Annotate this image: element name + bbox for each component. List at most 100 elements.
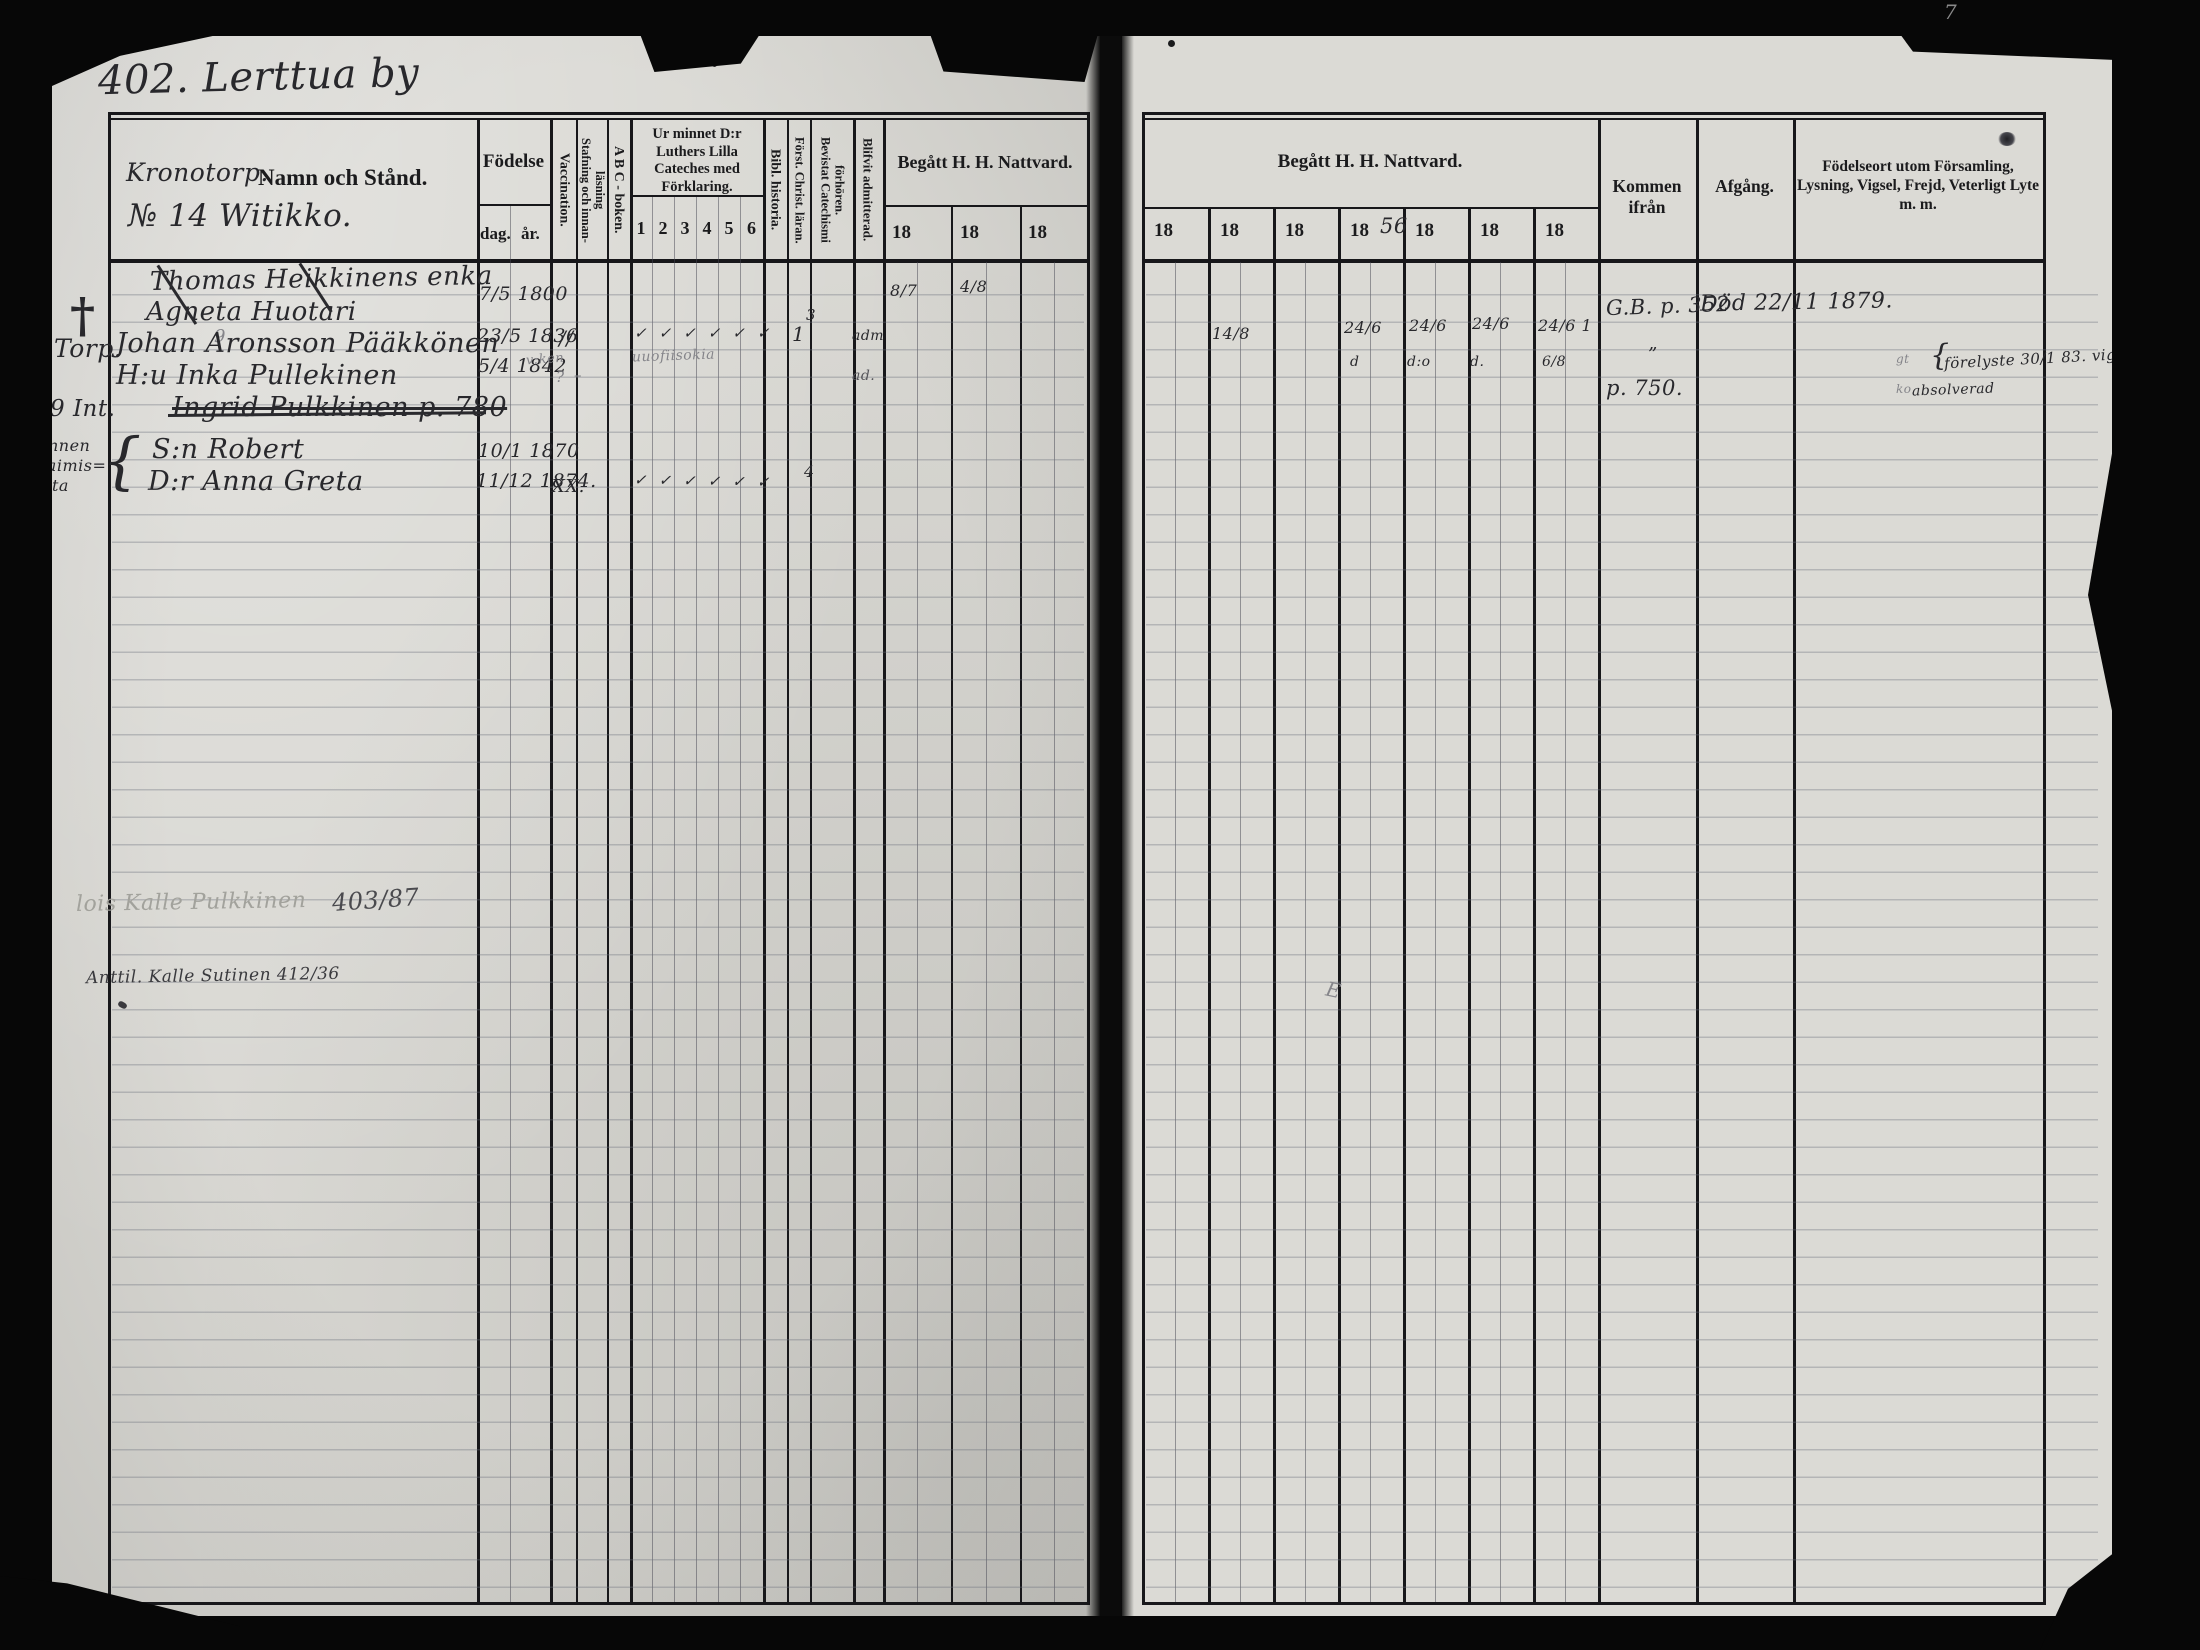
grid-line <box>1142 259 2046 263</box>
column-header-stafning: Stafning och innan-läsning <box>579 137 607 243</box>
farm-name: № 14 Witikko. <box>128 198 353 234</box>
grid-line <box>1533 207 1536 1602</box>
grid-line <box>477 204 550 206</box>
cat-col-5: 5 <box>724 218 734 238</box>
margin-torp: Torp. <box>54 334 123 363</box>
grid-line <box>883 120 886 1602</box>
scan-edge-left <box>0 0 52 1650</box>
page-title: 402. Lerttua by <box>97 49 420 105</box>
grid-line <box>1305 262 1306 1602</box>
column-header-dag: dag. <box>480 224 511 243</box>
grid-line <box>477 120 480 1602</box>
grid-line <box>1208 207 1211 1602</box>
grid-line <box>1370 262 1371 1602</box>
pencil-note-vaccination: v:ken <box>525 350 565 369</box>
grid-line <box>1020 206 1022 1602</box>
grid-line <box>696 196 697 1602</box>
nattvard-year-handwritten: 56 <box>1380 214 1408 238</box>
column-header-christ: Först. Christ. läran. <box>792 136 807 244</box>
forhor-mark-row2: 3 <box>806 306 817 324</box>
grid-line <box>787 120 789 1602</box>
communion-date: 24/6 <box>1472 314 1510 333</box>
absolution-note: absolverad <box>1911 380 1995 400</box>
grid-line <box>1598 120 1601 1602</box>
communion-date: 6/8 <box>1542 354 1567 370</box>
margin-ta: ta <box>52 476 69 495</box>
grid-line <box>853 120 856 1602</box>
scan-edge-top <box>0 0 2200 36</box>
cateches-marks-row7: ✓✓✓✓✓✓ <box>633 470 782 492</box>
communion-date: 24/6 1 <box>1538 316 1593 335</box>
vaccination-query-row4: ? <box>556 368 565 386</box>
column-header-fodelse: Födelse <box>482 151 545 172</box>
nattvard-year: 18 <box>1350 220 1369 241</box>
communion-date: 8/7 <box>890 281 918 300</box>
column-header-namn: Namn och Stånd. <box>258 165 428 190</box>
grid-line <box>1793 120 1796 1602</box>
grid-line <box>1175 262 1176 1602</box>
column-header-nattvard-right: Begått H. H. Nattvard. <box>1277 151 1463 172</box>
christ-laran-mark-row3: 1 <box>792 322 806 346</box>
grid-line <box>108 118 1090 120</box>
margin-pencil-9: 9 <box>214 326 226 347</box>
cat-col-1: 1 <box>636 218 646 238</box>
birth-date-row7: 11/12 1874. <box>476 470 597 492</box>
margin-brace: { <box>102 424 142 497</box>
person-name-row3: Johan Aronsson Pääkkönen <box>116 328 500 359</box>
grid-line <box>1403 207 1406 1602</box>
admitted-mark-row4: ad. <box>852 368 876 384</box>
note-scribble: gt <box>1896 352 1910 366</box>
grid-line <box>108 112 111 1605</box>
nattvard-year: 18 <box>1154 220 1173 241</box>
grid-line <box>1500 262 1501 1602</box>
communion-ditto: d <box>1350 354 1360 370</box>
column-header-afgang: Afgång. <box>1715 176 1774 196</box>
birth-date-row1: 7/5 1800 <box>479 283 568 305</box>
column-header-admitterad: Blifvit admitterad. <box>860 138 876 242</box>
forhor-mark-row7: 4 <box>804 462 815 481</box>
communion-ditto: d:o <box>1407 354 1431 370</box>
nattvard-year: 18 <box>1480 220 1499 241</box>
vaccination-mark-row7: XX. <box>552 476 585 497</box>
nattvard-year: 18 <box>1220 220 1239 241</box>
right-page-paper <box>1122 28 2116 1624</box>
grid-line <box>674 196 675 1602</box>
pencil-note-cateches: uuofiisokia <box>631 346 716 366</box>
cateches-marks-row3: ✓✓✓✓✓✓ <box>634 324 782 342</box>
grid-line <box>630 120 633 1602</box>
grid-line <box>1142 207 1598 209</box>
death-cross-mark: † <box>70 288 96 344</box>
column-header-kommen: Kommen ifrån <box>1612 176 1682 218</box>
grid-line <box>550 120 553 1602</box>
grid-line <box>1142 118 2046 120</box>
afgang-entry-death: Död 22/11 1879. <box>1699 288 1894 317</box>
grid-line <box>740 196 741 1602</box>
birth-date-row6: 10/1 1870 <box>478 440 580 462</box>
margin-int: 9 Int. <box>50 396 116 422</box>
cat-col-6: 6 <box>747 218 756 238</box>
person-name-row1: Thomas Heikkinens enka <box>149 261 493 297</box>
ink-blot <box>1998 132 2016 146</box>
grid-line <box>810 120 812 1602</box>
person-name-row6: S:n Robert <box>152 434 305 465</box>
communion-date: 14/8 <box>1212 324 1250 343</box>
grid-line <box>917 262 918 1602</box>
grid-line <box>763 120 766 1602</box>
grid-line <box>1142 1602 2046 1605</box>
grid-line <box>951 206 953 1602</box>
grid-line <box>1435 262 1436 1602</box>
grid-line <box>1142 112 2046 115</box>
grid-line <box>2043 112 2046 1605</box>
ledger-ruling <box>1146 268 2098 1598</box>
margin-naimis: naimis= <box>36 456 107 475</box>
grid-line <box>108 112 1090 115</box>
person-name-row4: H:u Inka Pullekinen <box>116 360 398 391</box>
column-header-kronotorp: Kronotorp. <box>126 158 269 187</box>
communion-date: 4/8 <box>960 277 988 296</box>
vaccination-dash-row4: – <box>574 366 582 384</box>
column-header-abc: A B C - boken. <box>611 146 627 234</box>
grid-line <box>1054 262 1055 1602</box>
grid-line <box>108 1602 1090 1605</box>
grid-line <box>576 120 578 1602</box>
